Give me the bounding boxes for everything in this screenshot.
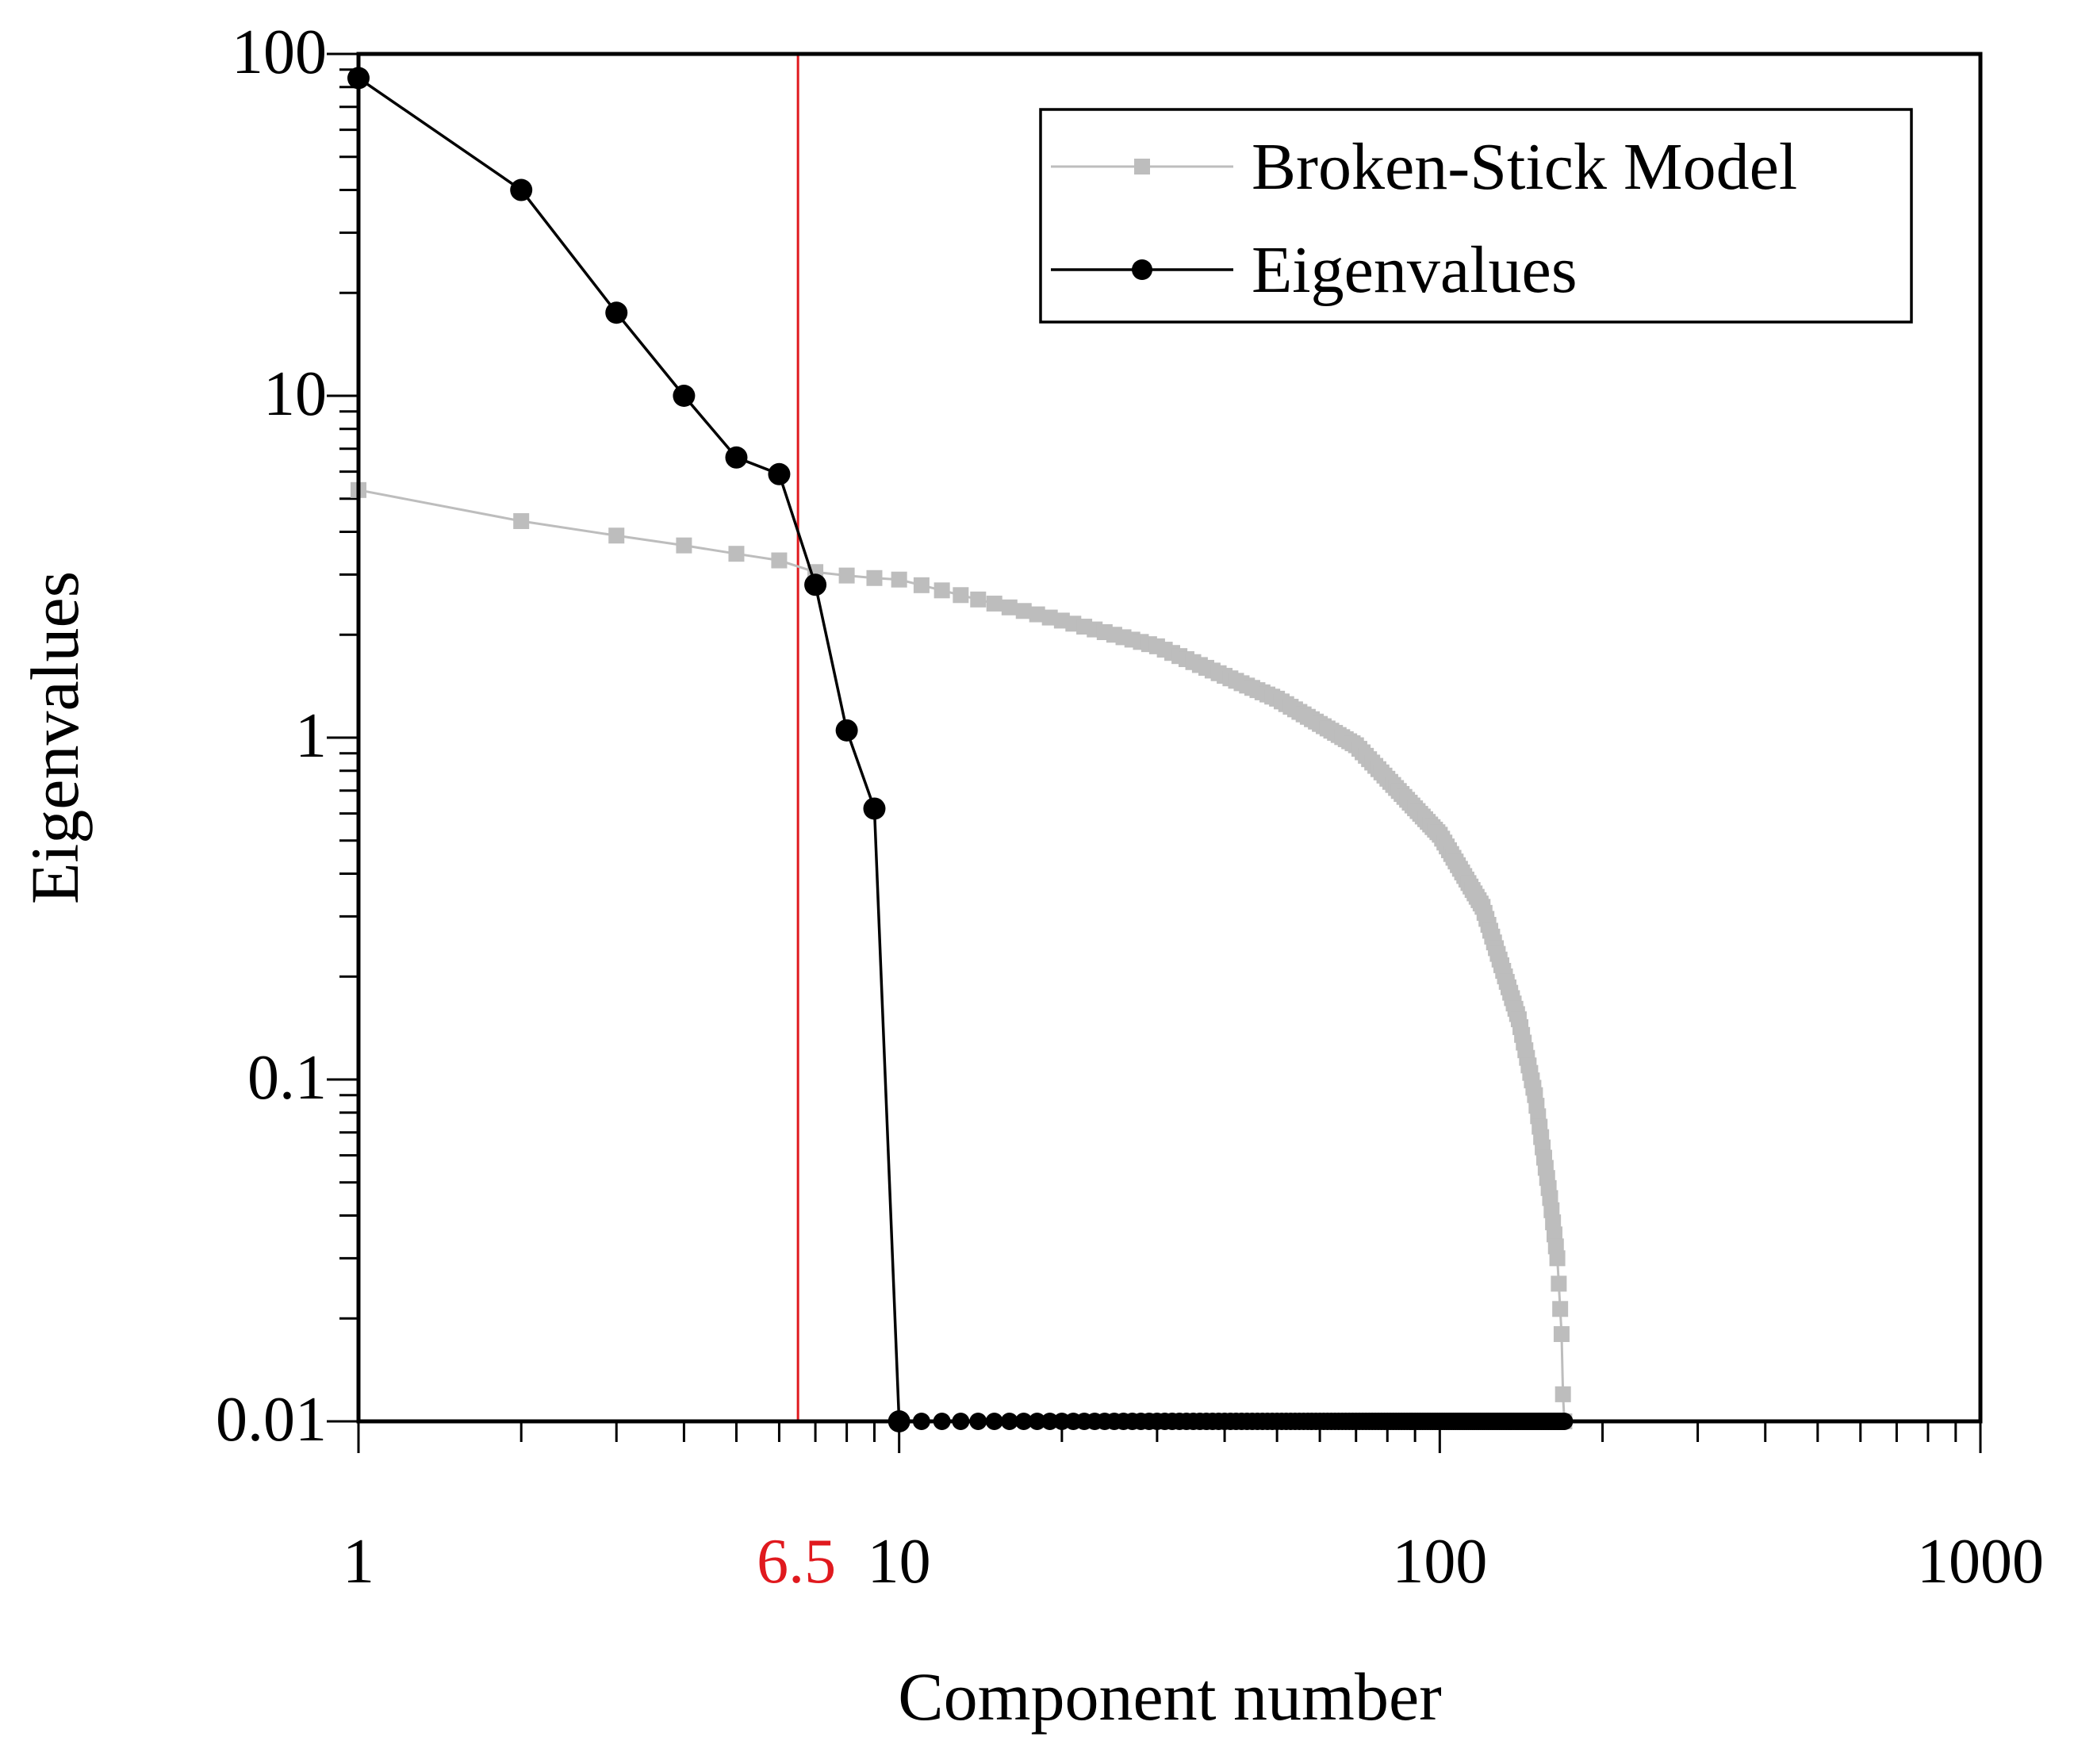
broken-stick-point <box>1543 1202 1560 1218</box>
broken-stick-point <box>1041 609 1058 626</box>
broken-stick-point <box>1555 1386 1571 1402</box>
broken-stick-point <box>933 582 950 599</box>
broken-stick-point <box>1552 1301 1569 1317</box>
legend-layer: Broken-Stick Model Eigenvalues <box>1039 108 1913 324</box>
y-tick-label: 1 <box>295 701 327 771</box>
x-tick-label: 100 <box>1392 1527 1487 1597</box>
legend-eigenvalues-marker <box>1132 259 1152 280</box>
eigenvalue-point <box>510 178 533 201</box>
broken-stick-point <box>1546 1226 1562 1243</box>
axes-layer: 1 10 100 1000 100 10 1 0.1 0.01 6.5 <box>216 17 2044 1597</box>
eigenvalue-point <box>768 462 791 485</box>
broken-stick-point <box>771 552 788 569</box>
broken-stick-point <box>953 587 969 604</box>
broken-stick-point <box>866 569 883 586</box>
broken-stick-point <box>1553 1325 1570 1342</box>
eigenvalue-point <box>804 573 827 596</box>
broken-stick-point <box>1001 599 1018 615</box>
eigenvalue-point <box>725 446 748 469</box>
broken-stick-point <box>1549 1250 1566 1267</box>
broken-stick-point <box>838 567 855 584</box>
broken-stick-point <box>1029 606 1045 623</box>
y-tick-label: 100 <box>232 17 327 87</box>
plot-frame <box>356 52 1983 1424</box>
legend-box <box>1039 108 1913 324</box>
x-axis-title: Component number <box>898 1659 1442 1735</box>
y-tick-label: 0.01 <box>216 1385 327 1455</box>
frame-layer <box>356 52 1983 1424</box>
eigenvalue-point <box>863 797 886 820</box>
legend-eigenvalues-label: Eigenvalues <box>1252 233 1578 307</box>
broken-stick-point <box>1542 1190 1558 1206</box>
broken-stick-point <box>608 527 625 544</box>
x-tick-label: 1000 <box>1917 1527 2044 1597</box>
eigenvalue-point <box>835 719 858 742</box>
broken-stick-point <box>891 571 907 588</box>
eigenvalue-point <box>673 385 696 407</box>
legend-broken-stick-marker <box>1134 159 1150 174</box>
legend-broken-stick-label: Broken-Stick Model <box>1252 130 1797 204</box>
broken-stick-point <box>676 537 692 554</box>
x-tick-label: 1 <box>343 1527 374 1597</box>
broken-stick-line <box>358 489 1566 1422</box>
broken-stick-point <box>970 591 987 608</box>
broken-stick-point <box>1015 603 1032 619</box>
broken-stick-point <box>1545 1214 1562 1231</box>
broken-stick-point <box>986 595 1002 612</box>
y-tick-label: 10 <box>263 359 327 429</box>
y-tick-label: 0.1 <box>247 1043 327 1113</box>
x-tick-label: 10 <box>868 1527 931 1597</box>
broken-stick-point <box>513 512 530 529</box>
broken-stick-point <box>913 577 930 593</box>
eigenvalue-point <box>605 301 628 324</box>
broken-stick-point <box>1551 1275 1567 1292</box>
label-layer: Component number Eigenvalues <box>17 571 1442 1735</box>
y-axis-title: Eigenvalues <box>17 571 93 904</box>
reference-line-label: 6.5 <box>757 1527 836 1597</box>
broken-stick-point <box>728 546 745 562</box>
